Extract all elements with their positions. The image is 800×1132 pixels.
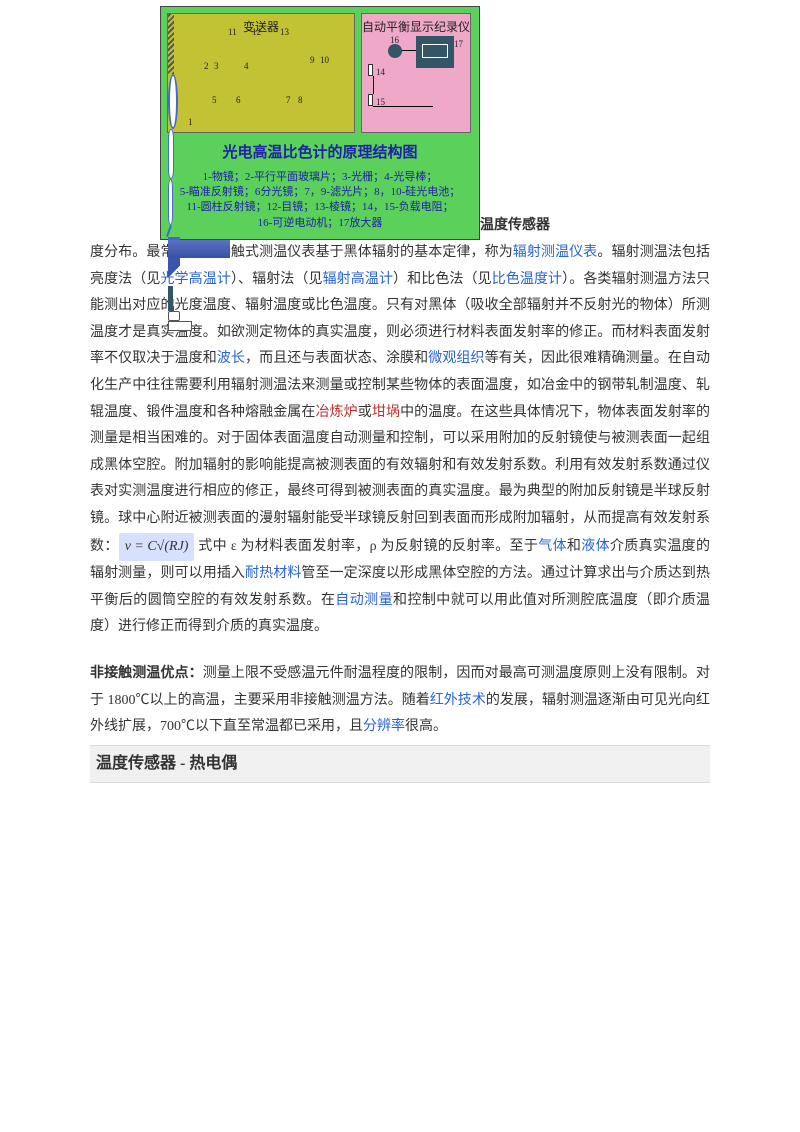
diagram-title: 光电高温比色计的原理结构图 xyxy=(161,133,479,170)
section-header-thermocouple: 温度传感器 - 热电偶 xyxy=(90,745,710,783)
body-paragraph-1: 度分布。最常用的非接触式测温仪表基于黑体辐射的基本定律，称为辐射测温仪表。辐射测… xyxy=(90,240,710,641)
link-radiation-pyrometer[interactable]: 辐射高温计 xyxy=(323,272,393,287)
para2-lead: 非接触测温优点： xyxy=(90,666,203,681)
link-color-thermometer[interactable]: 比色温度计 xyxy=(492,272,562,287)
diagram-legend: 1-物镜；2-平行平面玻璃片；3-光栅；4-光导棒； 5-瞄准反射镜；6分光镜；… xyxy=(161,170,479,240)
link-microstructure[interactable]: 微观组织 xyxy=(428,351,484,366)
diagram-left-title: 变送器 xyxy=(243,16,279,39)
link-auto-measure[interactable]: 自动测量 xyxy=(335,593,393,608)
diagram: 变送器 11 12 13 1 2 3 4 5 6 7 8 xyxy=(160,6,480,240)
link-heat-resistant[interactable]: 耐热材料 xyxy=(245,566,301,581)
link-crucible[interactable]: 坩埚 xyxy=(372,405,400,420)
figure-caption: 温度传感器 xyxy=(480,213,550,240)
link-resolution[interactable]: 分辨率 xyxy=(363,719,405,734)
diagram-left-panel: 变送器 11 12 13 1 2 3 4 5 6 7 8 xyxy=(167,13,355,133)
link-wavelength[interactable]: 波长 xyxy=(217,351,245,366)
link-liquid[interactable]: 液体 xyxy=(581,539,610,554)
figure-block: 变送器 11 12 13 1 2 3 4 5 6 7 8 xyxy=(90,6,710,240)
link-smelting-furnace[interactable]: 冶炼炉 xyxy=(316,405,358,420)
formula: v = C√(RJ) xyxy=(119,533,195,562)
link-infrared-tech[interactable]: 红外技术 xyxy=(430,693,486,708)
body-paragraph-2: 非接触测温优点：测量上限不受感温元件耐温程度的限制，因而对最高可测温度原则上没有… xyxy=(90,661,710,741)
link-gas[interactable]: 气体 xyxy=(538,539,567,554)
link-radiation-thermometer[interactable]: 辐射测温仪表 xyxy=(513,245,598,260)
diagram-right-panel: 自动平衡显示纪录仪 14 15 16 17 xyxy=(361,13,471,133)
